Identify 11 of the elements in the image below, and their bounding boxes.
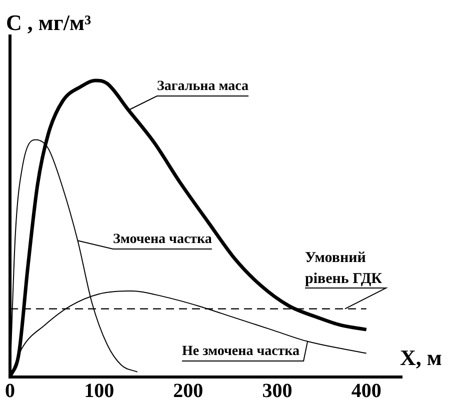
x-axis-title: X, м — [400, 345, 442, 370]
x-tick-label: 200 — [173, 380, 204, 402]
x-tick-label: 0 — [5, 380, 15, 402]
y-axis-title: C , мг/м³ — [6, 10, 92, 35]
text: Загальна маса — [157, 79, 249, 94]
ref-line-label: Умовний рівень ГДК — [305, 250, 382, 287]
x-tick-label: 400 — [351, 380, 382, 402]
x-tick-label: 100 — [84, 380, 114, 402]
series-label: Не змочена частка — [182, 344, 300, 359]
x-tick-label: 300 — [262, 380, 292, 402]
text: Змочена частка — [113, 232, 212, 247]
